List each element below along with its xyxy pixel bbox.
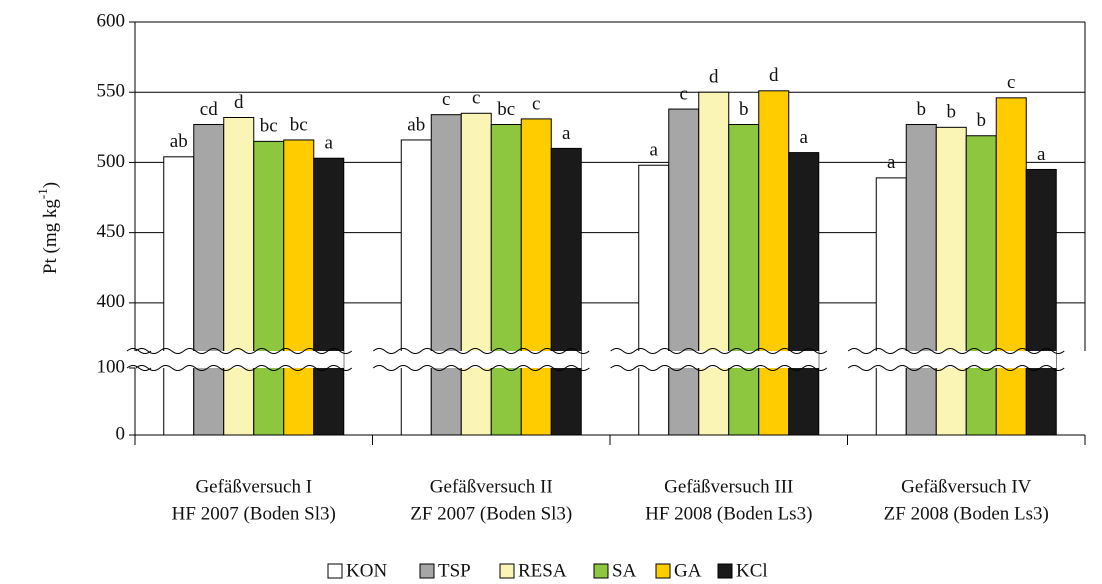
bar [313,157,345,436]
y-tick-label: 0 [116,423,126,444]
value-label: b [947,102,957,123]
value-label: ab [170,131,188,152]
value-label: c [532,93,540,114]
bar [283,139,315,436]
x-tick-label: HF 2008 (Boden Ls3) [645,503,812,524]
axis-break [135,365,353,371]
legend-swatch [717,563,733,579]
bar [223,116,255,436]
value-label: bc [290,114,308,135]
y-tick-label: 400 [97,291,126,312]
x-tick-label: ZF 2008 (Boden Ls3) [884,503,1049,524]
bar [193,124,225,436]
axis-break [610,348,828,354]
value-label: bc [497,99,515,120]
value-label: b [977,110,987,131]
bar [965,135,997,436]
y-tick-label: 500 [97,151,126,172]
y-tick-label: 600 [97,10,126,31]
legend-label: RESA [518,560,567,581]
bar [460,112,492,436]
value-label: c [1007,72,1015,93]
value-label: a [1037,144,1046,165]
x-tick-label: Gefäßversuch II [430,476,553,497]
value-label: c [442,89,450,110]
value-label: bc [260,116,278,137]
bar [995,97,1027,436]
bar [788,152,820,436]
axis-break [135,348,353,354]
axis-break [610,365,828,371]
legend-label: KCl [736,560,768,581]
value-label: d [234,92,244,113]
legend-swatch [655,563,671,579]
bar [430,114,462,436]
legend-swatch [499,563,515,579]
bar [875,177,907,436]
legend-label: TSP [438,560,471,581]
x-tick-label: ZF 2007 (Boden Sl3) [410,503,572,524]
value-label: d [709,67,719,88]
legend-label: GA [674,560,702,581]
bar [520,118,552,436]
value-label: a [650,140,659,161]
bar [758,90,790,436]
bar [163,156,195,436]
y-tick-label: 550 [97,81,126,102]
legend-label: KON [346,560,387,581]
bar [550,147,582,436]
y-axis-label: Pt (mg kg-1) [35,182,61,274]
value-label: c [472,88,480,109]
bar [400,139,432,436]
value-label: a [562,123,571,144]
value-label: b [917,99,927,120]
value-label: b [739,99,749,120]
axis-break [372,348,590,354]
legend-swatch [327,563,343,579]
legend-swatch [419,563,435,579]
x-tick-label: Gefäßversuch III [664,476,793,497]
x-tick-label: Gefäßversuch IV [901,476,1032,497]
value-label: a [325,133,334,154]
bar [490,124,522,436]
value-label: a [800,127,809,148]
axis-break [847,365,1065,371]
y-tick-label: 100 [97,356,126,377]
value-label: c [680,83,688,104]
axis-break [126,365,152,371]
bar [253,140,285,436]
axis-break [847,348,1065,354]
value-label: d [769,65,779,86]
bar [668,108,700,436]
y-tick-label: 450 [97,221,126,242]
bar [638,164,670,436]
axis-break [610,351,819,368]
value-label: ab [407,114,425,135]
x-tick-label: Gefäßversuch I [195,476,312,497]
value-label: a [887,152,896,173]
axis-break [126,348,152,354]
bar [905,124,937,436]
x-tick-label: HF 2007 (Boden Sl3) [172,503,336,524]
axis-break [135,351,344,368]
axis-break [372,365,590,371]
legend-label: SA [612,560,637,581]
value-label: cd [200,99,218,120]
bar [728,124,760,436]
bar [1025,168,1057,436]
axis-break [373,351,582,368]
bar [698,91,730,436]
legend-swatch [593,563,609,579]
bar [935,126,967,436]
axis-break [848,351,1057,368]
